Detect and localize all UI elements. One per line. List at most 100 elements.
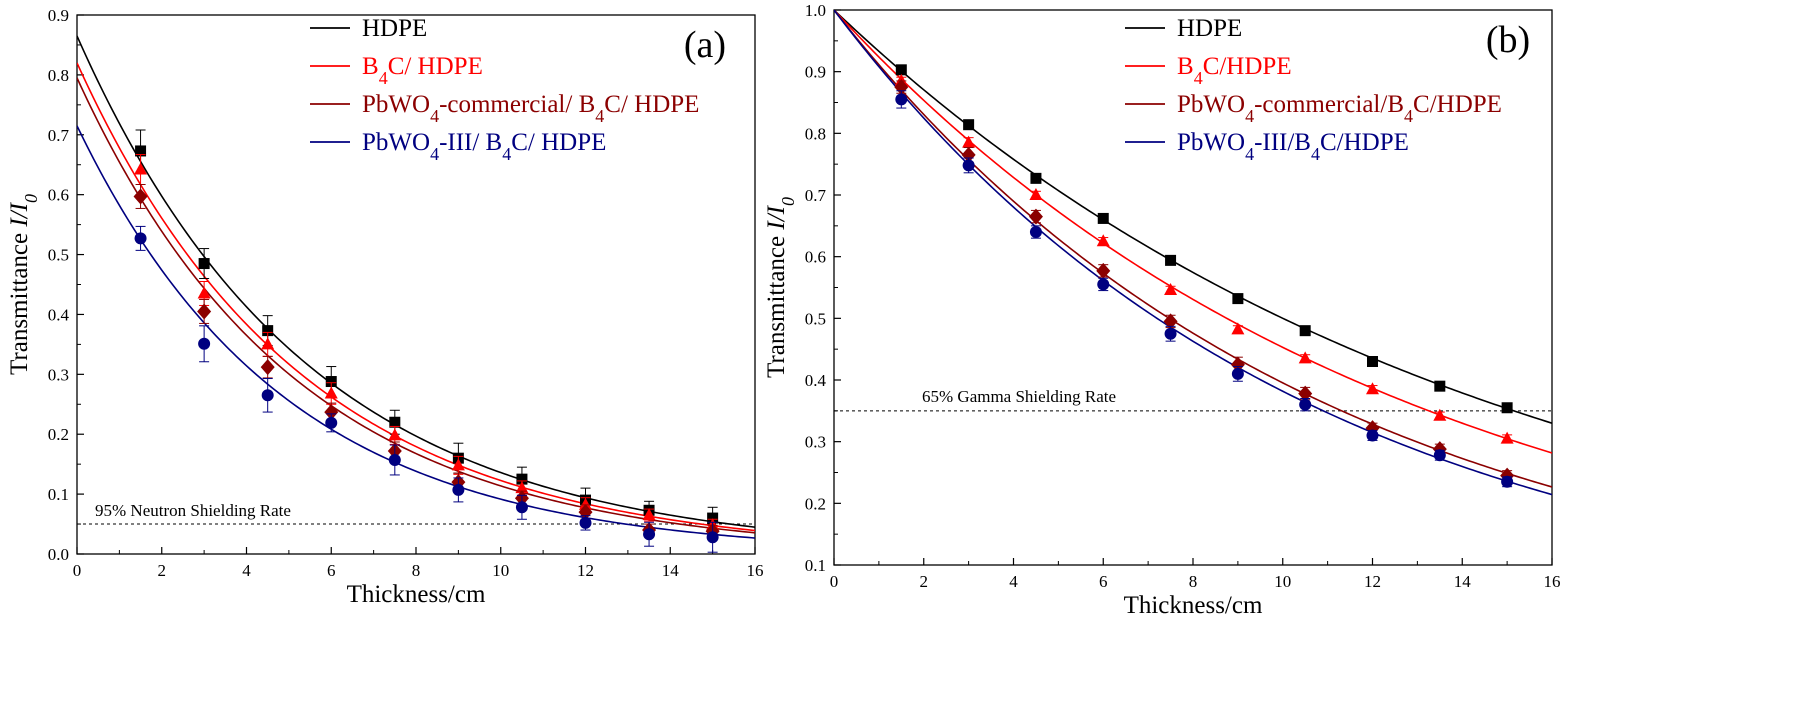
data-point xyxy=(451,458,465,471)
data-point xyxy=(388,453,401,466)
data-point xyxy=(1164,282,1178,295)
y-tick-label: 0.2 xyxy=(805,494,826,513)
x-tick-label: 10 xyxy=(492,561,509,580)
data-point xyxy=(1230,356,1245,373)
x-tick-label: 10 xyxy=(1274,572,1291,591)
legend-entry: HDPE xyxy=(362,15,427,42)
data-point xyxy=(133,188,148,205)
legend-entry: B4C/ HDPE xyxy=(362,53,483,88)
y-tick-label: 0.4 xyxy=(805,371,827,390)
y-tick-label: 0.4 xyxy=(48,305,70,324)
x-tick-label: 4 xyxy=(242,561,251,580)
series-circle xyxy=(895,90,1514,488)
data-point xyxy=(963,119,975,131)
data-point xyxy=(1030,172,1042,184)
data-point xyxy=(260,359,275,376)
x-tick-label: 16 xyxy=(1544,572,1561,591)
reference-line-label: 65% Gamma Shielding Rate xyxy=(922,387,1116,406)
fit-curve-triangle xyxy=(834,10,1552,454)
data-point xyxy=(1232,293,1244,305)
data-point xyxy=(1298,351,1312,364)
x-axis-label: Thickness/cm xyxy=(1124,592,1263,619)
data-point xyxy=(1367,356,1378,367)
x-tick-label: 2 xyxy=(920,572,929,591)
y-tick-label: 0.6 xyxy=(805,248,826,267)
data-point xyxy=(1096,234,1110,247)
data-point xyxy=(1433,408,1447,421)
data-point xyxy=(1366,429,1379,442)
data-point xyxy=(1163,313,1178,330)
data-point xyxy=(1096,262,1111,279)
x-tick-label: 12 xyxy=(1364,572,1381,591)
data-point xyxy=(1028,208,1043,225)
data-point xyxy=(1165,254,1177,266)
x-tick-label: 0 xyxy=(830,572,839,591)
legend-entry: PbWO4-III/ B4C/ HDPE xyxy=(362,129,606,164)
legend-entry: PbWO4-III/B4C/HDPE xyxy=(1177,129,1409,164)
y-tick-label: 0.8 xyxy=(48,66,69,85)
data-point xyxy=(707,512,719,524)
data-point xyxy=(1501,402,1513,414)
x-tick-label: 4 xyxy=(1009,572,1018,591)
y-tick-label: 0.2 xyxy=(48,425,69,444)
data-point xyxy=(643,528,656,541)
legend-entry: HDPE xyxy=(1177,15,1242,42)
x-tick-label: 6 xyxy=(1099,572,1108,591)
data-point xyxy=(325,376,337,388)
reference-line-label: 95% Neutron Shielding Rate xyxy=(95,501,291,520)
data-point xyxy=(1500,431,1514,444)
data-point xyxy=(261,337,275,350)
data-point xyxy=(961,146,976,163)
fit-curve-square xyxy=(77,35,755,528)
x-tick-label: 6 xyxy=(327,561,336,580)
panel-label: (a) xyxy=(684,24,726,66)
data-point xyxy=(895,64,907,76)
data-point xyxy=(197,286,211,299)
data-point xyxy=(642,508,656,521)
data-point xyxy=(1501,475,1514,488)
x-tick-label: 12 xyxy=(577,561,594,580)
data-point xyxy=(1433,449,1446,462)
data-point xyxy=(324,386,338,399)
fit-curves xyxy=(834,10,1552,496)
data-point xyxy=(706,531,719,544)
y-tick-label: 0.1 xyxy=(48,485,69,504)
data-point xyxy=(134,162,148,175)
fit-curve-diamond xyxy=(77,77,755,534)
data-point xyxy=(1299,398,1312,411)
legend-entry: PbWO4-commercial/ B4C/ HDPE xyxy=(362,91,699,126)
data-point xyxy=(1231,367,1244,380)
data-point xyxy=(135,145,147,157)
series-square xyxy=(135,129,719,530)
data-point xyxy=(1299,325,1311,337)
data-point xyxy=(579,516,592,529)
x-tick-label: 16 xyxy=(747,561,764,580)
data-point xyxy=(1231,322,1245,335)
data-point xyxy=(1097,212,1109,224)
data-point xyxy=(389,416,401,428)
y-tick-label: 1.0 xyxy=(805,1,826,20)
y-tick-label: 0.0 xyxy=(48,545,69,564)
y-tick-label: 0.5 xyxy=(48,246,69,265)
data-point xyxy=(1434,380,1446,392)
x-tick-label: 14 xyxy=(1454,572,1472,591)
data-point xyxy=(1029,226,1042,238)
data-point xyxy=(388,428,402,441)
data-point xyxy=(198,258,210,270)
data-point xyxy=(962,135,976,148)
data-point xyxy=(197,303,212,320)
fit-curve-triangle xyxy=(77,62,755,532)
y-tick-label: 0.3 xyxy=(48,365,69,384)
series-square xyxy=(895,64,1513,414)
data-point xyxy=(895,93,908,106)
chart-panel-a: 0 2 4 6 8 10 12 14 16 0.0 0.1 0.2 0.3 0.4 0.5 0.6 0.7 0.8… xyxy=(6,6,764,608)
fit-curve-circle xyxy=(834,10,1552,496)
y-axis-label: Transmittance I/I0 xyxy=(6,194,41,375)
data-point xyxy=(262,325,274,337)
data-point xyxy=(516,473,528,485)
fit-curve-diamond xyxy=(834,10,1552,488)
data-point xyxy=(515,501,528,514)
x-axis-label: Thickness/cm xyxy=(347,581,486,608)
